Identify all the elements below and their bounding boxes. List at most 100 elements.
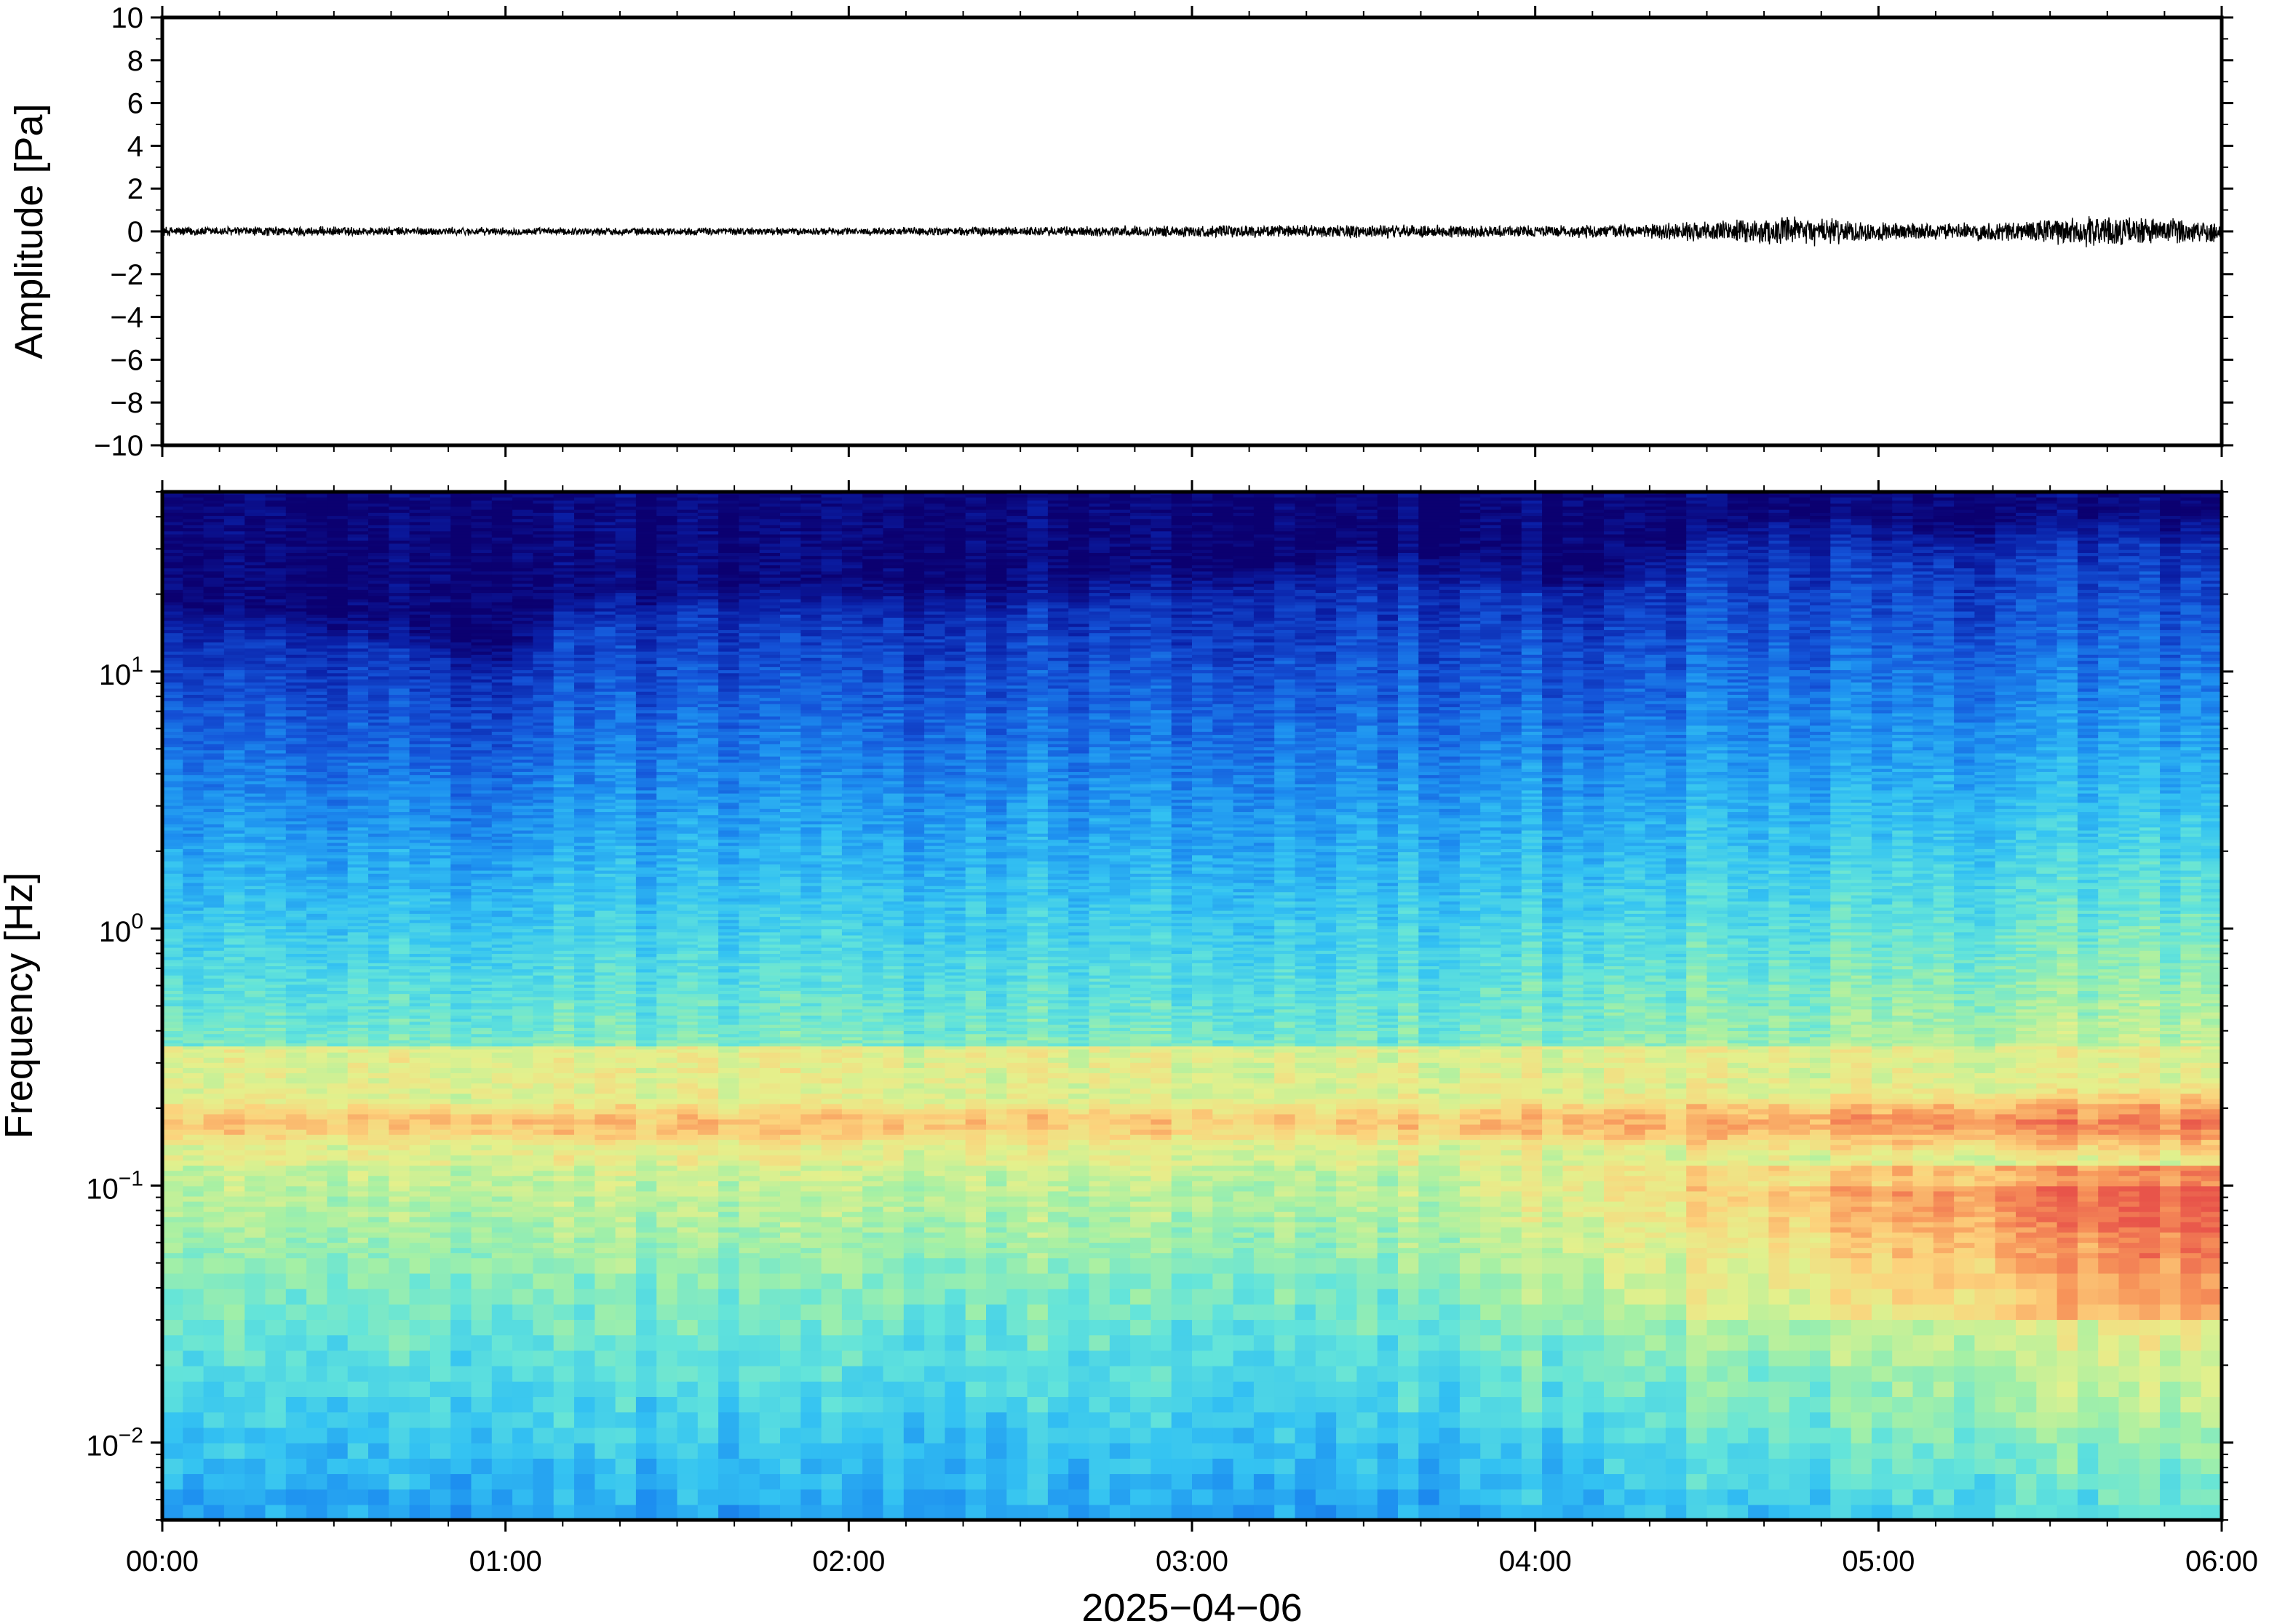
spectrogram-cell: [368, 744, 389, 747]
spectrogram-cell: [368, 592, 389, 596]
spectrogram-cell: [430, 691, 451, 695]
spectrogram-cell: [327, 639, 348, 642]
spectrogram-cell: [533, 790, 554, 794]
spectrogram-cell: [327, 987, 348, 991]
spectrogram-cell: [204, 531, 225, 535]
spectrogram-cell: [368, 1078, 389, 1083]
spectrogram-cell: [266, 1181, 287, 1187]
spectrogram-cell: [162, 685, 183, 689]
spectrogram-cell: [533, 559, 554, 562]
spectrogram-cell: [492, 1114, 513, 1120]
spectrogram-cell: [368, 519, 389, 522]
spectrogram-cell: [162, 972, 183, 976]
spectrogram-cell: [204, 682, 225, 685]
spectrogram-cell: [286, 1072, 307, 1078]
spectrogram-cell: [286, 858, 307, 861]
spectrogram-cell: [266, 673, 287, 677]
spectrogram-cell: [204, 913, 225, 917]
spectrogram-cell: [224, 775, 245, 779]
spectrogram-cell: [389, 1160, 410, 1166]
spectrogram-cell: [348, 725, 369, 729]
spectrogram-cell: [368, 990, 389, 994]
spectrogram-cell: [410, 845, 431, 849]
spectrogram-cell: [327, 818, 348, 821]
spectrogram-cell: [224, 1037, 245, 1040]
spectrogram-cell: [245, 531, 266, 535]
spectrogram-cell: [245, 1049, 266, 1053]
spectrogram-cell: [306, 584, 327, 587]
spectrogram-cell: [266, 633, 287, 637]
spectrogram-cell: [389, 534, 410, 538]
spectrogram-cell: [204, 565, 225, 568]
spectrogram-cell: [327, 1273, 348, 1289]
spectrogram-cell: [554, 771, 575, 775]
spectrogram-cell: [245, 1412, 266, 1428]
spectrogram-cell: [554, 904, 575, 908]
spectrogram-cell: [389, 592, 410, 596]
spectrogram-cell: [472, 747, 493, 750]
spectrogram-cell: [430, 626, 451, 630]
spectrogram-cell: [450, 1134, 472, 1140]
spectrogram-cell: [286, 546, 307, 550]
spectrogram-cell: [162, 704, 183, 707]
spectrogram-cell: [306, 1335, 327, 1351]
spectrogram-cell: [512, 516, 533, 520]
spectrogram-cell: [245, 571, 266, 575]
spectrogram-cell: [162, 716, 183, 720]
spectrogram-cell: [183, 1145, 204, 1150]
spectrogram-cell: [430, 864, 451, 868]
spectrogram-cell: [410, 1258, 431, 1274]
spectrogram-cell: [368, 929, 389, 933]
spectrogram-cell: [368, 960, 389, 963]
spectrogram-cell: [286, 738, 307, 741]
spectrogram-cell: [306, 1078, 327, 1083]
spectrogram-cell: [306, 763, 327, 766]
spectrogram-cell: [286, 1248, 307, 1254]
spectrogram-cell: [224, 950, 245, 954]
spectrogram-cell: [286, 753, 307, 757]
spectrogram-cell: [472, 763, 493, 766]
spectrogram-cell: [472, 1232, 493, 1238]
spectrogram-cell: [574, 1191, 595, 1197]
spectrogram-cell: [266, 1078, 287, 1083]
spectrogram-cell: [224, 676, 245, 680]
spectrogram-cell: [327, 1000, 348, 1003]
spectrogram-cell: [306, 1139, 327, 1145]
spectrogram-cell: [306, 821, 327, 824]
spectrogram-cell: [512, 608, 533, 612]
spectrogram-cell: [306, 1248, 327, 1254]
spectrogram-cell: [574, 1304, 595, 1320]
spectrogram-cell: [327, 1027, 348, 1031]
spectrogram-cell: [204, 581, 225, 584]
spectrogram-cell: [450, 920, 472, 923]
spectrogram-cell: [245, 768, 266, 772]
spectrogram-cell: [245, 546, 266, 550]
spectrogram-cell: [450, 972, 472, 976]
spectrogram-cell: [533, 873, 554, 877]
spectrogram-cell: [389, 565, 410, 568]
spectrogram-cell: [554, 706, 575, 710]
spectrogram-cell: [348, 867, 369, 871]
spectrogram-cell: [410, 1009, 431, 1013]
spectrogram-cell: [492, 1043, 513, 1046]
spectrogram-cell: [368, 710, 389, 714]
spectrogram-cell: [266, 1104, 287, 1110]
spectrogram-cell: [306, 1206, 327, 1212]
waveform-y-tick-label: 10: [111, 2, 144, 34]
spectrogram-cell: [389, 1049, 410, 1053]
spectrogram-cell: [327, 522, 348, 525]
spectrogram-cell: [450, 556, 472, 560]
spectrogram-cell: [450, 1046, 472, 1050]
spectrogram-cell: [368, 895, 389, 899]
spectrogram-cell: [286, 728, 307, 732]
spectrogram-cell: [348, 898, 369, 901]
spectrogram-cell: [162, 664, 183, 667]
spectrogram-cell: [286, 1145, 307, 1150]
spectrogram-cell: [327, 799, 348, 803]
spectrogram-cell: [183, 808, 204, 812]
spectrogram-cell: [472, 994, 493, 998]
spectrogram-cell: [306, 1232, 327, 1238]
spectrogram-cell: [410, 876, 431, 880]
spectrogram-cell: [450, 1022, 472, 1025]
spectrogram-cell: [574, 1024, 595, 1028]
